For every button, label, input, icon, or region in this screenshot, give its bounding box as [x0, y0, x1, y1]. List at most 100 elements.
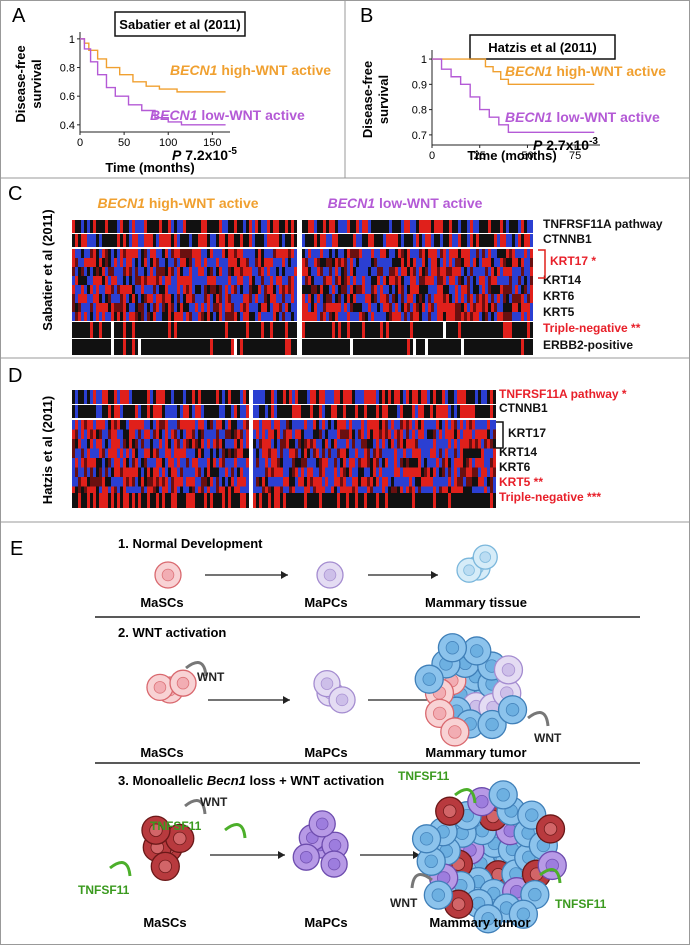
heatmap-cell [301, 486, 304, 496]
heatmap-cell [400, 448, 403, 458]
heatmap-cell [449, 294, 452, 303]
heatmap-cell [114, 220, 117, 233]
heatmap-cell [72, 467, 75, 477]
heatmap-cell [168, 294, 171, 303]
heatmap-cell [454, 486, 457, 496]
heatmap-cell [174, 267, 177, 276]
heatmap-cell [168, 486, 171, 496]
heatmap-cell [400, 405, 403, 418]
heatmap-cell [382, 477, 385, 487]
heatmap-cell [234, 234, 237, 247]
heatmap-cell [352, 420, 355, 430]
heatmap-cell [410, 249, 413, 258]
heatmap-cell [521, 285, 524, 294]
heatmap-cell [506, 220, 509, 233]
heatmap-cell [326, 234, 329, 247]
heatmap-cell [497, 258, 500, 267]
heatmap-cell [138, 249, 141, 258]
heatmap-cell [472, 448, 475, 458]
heatmap-cell [382, 493, 385, 508]
heatmap-cell [338, 276, 341, 285]
heatmap-cell [389, 339, 392, 355]
heatmap-cell [452, 249, 455, 258]
heatmap-cell [482, 234, 485, 247]
heatmap-cell [108, 285, 111, 294]
heatmap-cell [75, 486, 78, 496]
heatmap-cell [488, 285, 491, 294]
heatmap-cell [380, 267, 383, 276]
heatmap-cell [258, 294, 261, 303]
heatmap-cell [270, 258, 273, 267]
heatmap-cell [265, 493, 268, 508]
heatmap-cell [463, 405, 466, 418]
heatmap-cell [440, 234, 443, 247]
heatmap-cell [177, 420, 180, 430]
heatmap-cell [210, 486, 213, 496]
heatmap-cell [295, 405, 298, 418]
heatmap-cell [87, 322, 90, 338]
heatmap-cell [253, 420, 256, 430]
heatmap-cell [105, 249, 108, 258]
heatmap-cell [108, 312, 111, 321]
heatmap-cell [331, 467, 334, 477]
heatmap-cell [78, 390, 81, 404]
heatmap-cell [189, 448, 192, 458]
heatmap-cell [530, 303, 533, 312]
heatmap-cell [279, 339, 282, 355]
heatmap-cell [292, 405, 295, 418]
heatmap-cell [428, 276, 431, 285]
heatmap-cell [216, 486, 219, 496]
heatmap-cell [344, 267, 347, 276]
heatmap-cell [484, 493, 487, 508]
heatmap-cell [467, 234, 470, 247]
heatmap-cell [111, 486, 114, 496]
heatmap-cell [270, 220, 273, 233]
heatmap-cell [442, 439, 445, 449]
heatmap-cell [180, 420, 183, 430]
heatmap-cell [470, 276, 473, 285]
heatmap-cell [469, 429, 472, 439]
heatmap-cell [186, 220, 189, 233]
heatmap-cell [274, 448, 277, 458]
heatmap-cell [373, 420, 376, 430]
heatmap-cell [264, 258, 267, 267]
heatmap-cell [75, 303, 78, 312]
heatmap-cell [530, 322, 533, 338]
heatmap-cell [392, 303, 395, 312]
heatmap-cell [255, 276, 258, 285]
heatmap-cell [210, 249, 213, 258]
heatmap-cell [371, 276, 374, 285]
heatmap-cell [159, 477, 162, 487]
heatmap-cell [225, 448, 228, 458]
heatmap-cell [446, 234, 449, 247]
heatmap-cell [111, 477, 114, 487]
heatmap-cell [308, 285, 311, 294]
heatmap-cell [144, 303, 147, 312]
heatmap-cell [228, 429, 231, 439]
heatmap-cell [364, 458, 367, 468]
heatmap-cell [476, 294, 479, 303]
heatmap-cell [81, 420, 84, 430]
heatmap-cell [108, 477, 111, 487]
heatmap-cell [400, 486, 403, 496]
heatmap-cell [404, 276, 407, 285]
heatmap-cell [210, 267, 213, 276]
heatmap-cell [291, 258, 294, 267]
p-value: P 2.7x10-3 [533, 136, 598, 153]
heatmap-cell [177, 390, 180, 404]
heatmap-cell [317, 234, 320, 247]
nucleus [424, 854, 438, 869]
heatmap-cell [460, 448, 463, 458]
heatmap-cell [515, 267, 518, 276]
nucleus [485, 717, 499, 732]
heatmap-cell [334, 467, 337, 477]
heatmap-cell [219, 312, 222, 321]
heatmap-cell [364, 448, 367, 458]
heatmap-cell [243, 312, 246, 321]
heatmap-cell [192, 303, 195, 312]
heatmap-cell [90, 448, 93, 458]
heatmap-cell [222, 467, 225, 477]
heatmap-cell [225, 276, 228, 285]
heatmap-cell [243, 477, 246, 487]
heatmap-cell [135, 439, 138, 449]
